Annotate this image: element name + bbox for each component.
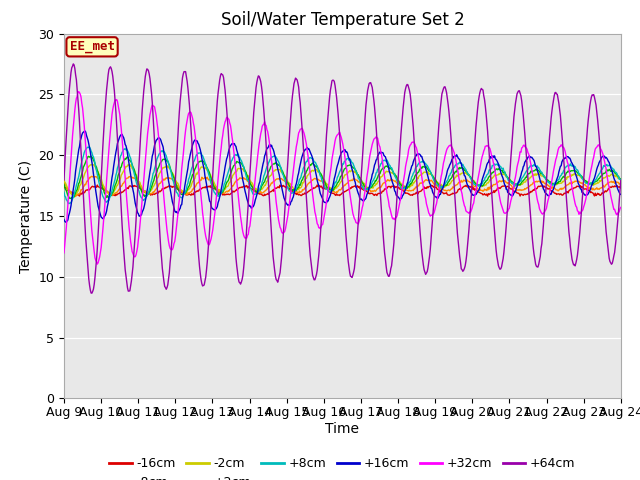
+8cm xyxy=(428,172,436,178)
Line: -16cm: -16cm xyxy=(64,185,621,196)
+2cm xyxy=(186,183,193,189)
+2cm xyxy=(428,172,436,178)
-2cm xyxy=(126,161,134,167)
+2cm xyxy=(215,192,223,197)
-8cm xyxy=(90,173,97,179)
+32cm xyxy=(215,168,223,173)
+8cm xyxy=(617,177,625,182)
-8cm xyxy=(129,175,137,180)
+8cm xyxy=(412,165,419,170)
+8cm xyxy=(65,201,72,206)
+8cm xyxy=(86,144,93,150)
+64cm xyxy=(186,102,193,108)
Line: -2cm: -2cm xyxy=(64,164,621,195)
+64cm xyxy=(88,290,96,296)
+16cm xyxy=(71,176,79,181)
Line: +8cm: +8cm xyxy=(64,147,621,204)
Line: +2cm: +2cm xyxy=(64,156,621,198)
-8cm xyxy=(70,193,78,199)
+2cm xyxy=(68,195,76,201)
+16cm xyxy=(186,156,193,162)
-8cm xyxy=(186,190,193,195)
-8cm xyxy=(428,178,436,184)
-2cm xyxy=(71,192,79,197)
+64cm xyxy=(71,66,79,72)
+64cm xyxy=(215,84,223,89)
+8cm xyxy=(60,189,68,195)
+32cm xyxy=(75,89,83,95)
-2cm xyxy=(428,173,436,179)
Y-axis label: Temperature (C): Temperature (C) xyxy=(19,159,33,273)
+32cm xyxy=(60,250,68,256)
+64cm xyxy=(428,227,436,233)
Line: +64cm: +64cm xyxy=(64,64,621,293)
+64cm xyxy=(129,264,137,270)
Line: +32cm: +32cm xyxy=(64,92,621,264)
+2cm xyxy=(617,177,625,182)
-16cm xyxy=(617,185,625,191)
+32cm xyxy=(93,261,101,267)
-16cm xyxy=(70,191,78,197)
X-axis label: Time: Time xyxy=(325,422,360,436)
-16cm xyxy=(411,191,419,197)
+64cm xyxy=(617,178,625,183)
+32cm xyxy=(129,251,137,256)
-2cm xyxy=(70,192,77,198)
-2cm xyxy=(60,177,68,182)
-8cm xyxy=(617,181,625,187)
+2cm xyxy=(129,164,137,170)
-16cm xyxy=(428,182,435,188)
+16cm xyxy=(129,187,137,192)
-16cm xyxy=(127,184,135,190)
+2cm xyxy=(60,181,68,187)
+2cm xyxy=(87,153,95,159)
Title: Soil/Water Temperature Set 2: Soil/Water Temperature Set 2 xyxy=(221,11,464,29)
-16cm xyxy=(60,183,68,189)
-8cm xyxy=(412,184,419,190)
+8cm xyxy=(129,165,137,171)
-16cm xyxy=(184,192,192,198)
Line: +16cm: +16cm xyxy=(64,131,621,222)
-16cm xyxy=(214,187,221,192)
+8cm xyxy=(215,193,223,199)
+16cm xyxy=(63,219,70,225)
+64cm xyxy=(412,159,419,165)
+32cm xyxy=(428,213,436,218)
-2cm xyxy=(617,178,625,183)
-2cm xyxy=(215,187,223,193)
-2cm xyxy=(412,178,419,184)
-16cm xyxy=(314,182,321,188)
+16cm xyxy=(428,186,436,192)
Line: -8cm: -8cm xyxy=(64,176,621,196)
-2cm xyxy=(129,166,137,171)
+16cm xyxy=(215,197,223,203)
+32cm xyxy=(186,110,193,116)
+64cm xyxy=(60,177,68,183)
-8cm xyxy=(72,193,79,199)
+16cm xyxy=(81,128,89,134)
+2cm xyxy=(412,172,419,178)
+16cm xyxy=(60,216,68,222)
-16cm xyxy=(484,193,492,199)
-8cm xyxy=(215,189,223,194)
+2cm xyxy=(71,192,79,197)
+32cm xyxy=(412,144,419,149)
+64cm xyxy=(70,61,77,67)
-2cm xyxy=(186,186,193,192)
+32cm xyxy=(70,115,78,121)
-8cm xyxy=(60,180,68,186)
Text: EE_met: EE_met xyxy=(70,40,115,53)
+8cm xyxy=(71,189,79,195)
+16cm xyxy=(617,192,625,197)
+32cm xyxy=(617,204,625,210)
Legend: -16cm, -8cm, -2cm, +2cm, +8cm, +16cm, +32cm, +64cm: -16cm, -8cm, -2cm, +2cm, +8cm, +16cm, +3… xyxy=(104,452,580,480)
+8cm xyxy=(186,174,193,180)
+16cm xyxy=(412,154,419,159)
